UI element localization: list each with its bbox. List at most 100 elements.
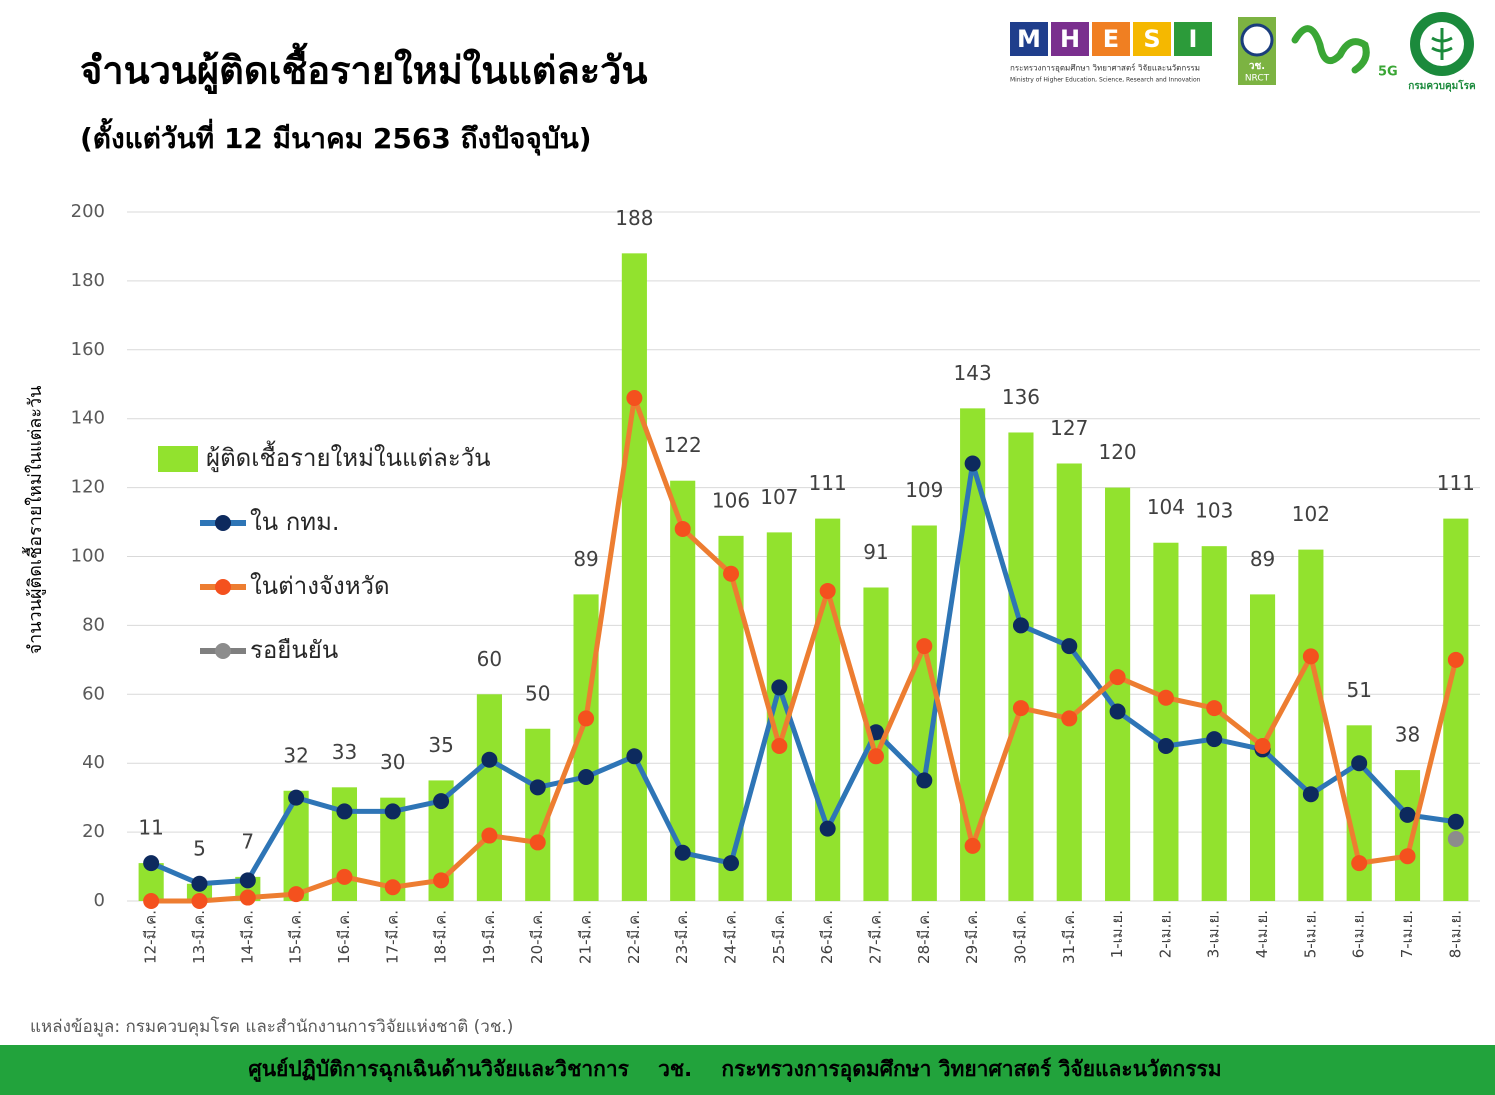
- bar: [815, 518, 841, 901]
- bar: [476, 694, 502, 901]
- legend-marker: [215, 515, 231, 531]
- marker: [191, 875, 208, 892]
- marker: [723, 565, 740, 582]
- x-tick-label: 7-เม.ย.: [1398, 910, 1416, 958]
- chart-subtitle: (ตั้งแต่วันที่ 12 มีนาคม 2563 ถึงปัจจุบั…: [80, 117, 592, 156]
- legend: ผู้ติดเชื้อรายใหม่ในแต่ละวันใน กทม. ในต่า…: [158, 440, 491, 664]
- marker: [867, 748, 884, 765]
- data-label: 38: [1395, 723, 1420, 747]
- marker: [143, 893, 160, 909]
- data-label: 50: [525, 681, 550, 705]
- x-tick-label: 29-มี.ค.: [963, 910, 981, 964]
- marker: [626, 390, 643, 407]
- data-label: 104: [1147, 495, 1185, 519]
- bar: [1105, 487, 1131, 901]
- marker: [1447, 830, 1464, 847]
- marker: [916, 638, 933, 655]
- data-label: 5: [193, 836, 206, 860]
- marker: [674, 520, 691, 537]
- logo-caption: กระทรวงการอุดมศึกษา วิทยาศาสตร์ วิจัยและ…: [1010, 63, 1200, 73]
- y-tick-label: 160: [71, 339, 105, 360]
- marker: [771, 737, 788, 754]
- x-tick-label: 1-เม.ย.: [1108, 910, 1126, 958]
- data-label: 89: [1250, 547, 1275, 571]
- data-label: 120: [1098, 440, 1136, 464]
- data-label: 102: [1292, 502, 1330, 526]
- marker: [771, 679, 788, 696]
- bar: [1008, 432, 1034, 901]
- data-label: 111: [1437, 471, 1475, 495]
- data-label: 51: [1346, 678, 1371, 702]
- x-tick-label: 17-มี.ค.: [383, 910, 401, 964]
- marker: [1109, 669, 1126, 686]
- marker: [384, 803, 401, 820]
- data-label: 107: [760, 485, 798, 509]
- x-tick-label: 22-มี.ค.: [625, 910, 643, 964]
- x-tick-label: 24-มี.ค.: [722, 910, 740, 964]
- data-label: 33: [332, 740, 357, 764]
- data-label: 30: [380, 750, 405, 774]
- y-tick-label: 80: [82, 614, 105, 635]
- bar: [718, 535, 744, 901]
- y-tick-label: 100: [71, 546, 105, 567]
- x-tick-label: 23-มี.ค.: [673, 910, 691, 964]
- marker: [433, 793, 450, 810]
- marker: [1351, 855, 1368, 872]
- x-tick-label: 31-มี.ค.: [1060, 910, 1078, 964]
- data-label: 35: [428, 733, 453, 757]
- marker: [1109, 703, 1126, 720]
- data-label: 136: [1002, 385, 1040, 409]
- logo-mark: [1291, 25, 1370, 74]
- data-label: 89: [573, 547, 598, 571]
- y-tick-label: 0: [94, 890, 105, 911]
- legend-label: รอยืนยัน: [250, 636, 338, 664]
- bar: [1201, 546, 1227, 901]
- marker: [964, 837, 981, 854]
- data-label: 106: [712, 488, 750, 512]
- marker: [578, 710, 595, 727]
- x-tick-label: 15-มี.ค.: [287, 910, 305, 964]
- data-label: 111: [809, 471, 847, 495]
- logo-box: [1051, 22, 1089, 56]
- marker: [481, 827, 498, 844]
- logo-box: [1092, 22, 1130, 56]
- marker: [1399, 848, 1416, 865]
- x-tick-label: 3-เม.ย.: [1205, 910, 1223, 958]
- y-tick-label: 60: [82, 683, 105, 704]
- data-label: 127: [1050, 416, 1088, 440]
- marker: [578, 768, 595, 785]
- x-tick-label: 19-มี.ค.: [480, 910, 498, 964]
- logo-box: [1133, 22, 1171, 56]
- marker: [1157, 689, 1174, 706]
- logo-caption: 5G: [1378, 65, 1398, 80]
- plot-area: 0 20 40 60 80 100 120 140 160 180 200 12-มี.ค. 13-มี…: [71, 201, 1480, 964]
- data-label: 143: [954, 361, 992, 385]
- data-label: 11: [138, 816, 163, 840]
- marker: [1206, 700, 1223, 717]
- x-tick-label: 26-มี.ค.: [818, 910, 836, 964]
- marker: [819, 820, 836, 837]
- y-tick-label: 200: [71, 201, 105, 222]
- marker: [1399, 806, 1416, 823]
- y-axis-title: จำนวนผู้ติดเชื้อรายใหม่ในแต่ละวัน: [22, 386, 46, 655]
- bar: [1056, 463, 1082, 901]
- nrct-emblem: [1240, 23, 1274, 57]
- data-label: 91: [863, 540, 888, 564]
- x-tick-label: 2-เม.ย.: [1156, 910, 1174, 958]
- x-tick-label: 30-มี.ค.: [1011, 910, 1029, 964]
- logo-caption: NRCT: [1245, 74, 1270, 84]
- x-tick-label: 6-เม.ย.: [1350, 910, 1368, 958]
- footer-band: [0, 1045, 1495, 1095]
- marker: [336, 868, 353, 885]
- bar: [1298, 549, 1324, 901]
- x-tick-label: 20-มี.ค.: [528, 910, 546, 964]
- data-label: 60: [477, 647, 502, 671]
- x-tick-label: 5-เม.ย.: [1301, 910, 1319, 958]
- y-tick-label: 140: [71, 408, 105, 429]
- legend-label: ผู้ติดเชื้อรายใหม่ในแต่ละวัน: [206, 440, 491, 473]
- marker: [1351, 755, 1368, 772]
- marker: [1447, 651, 1464, 668]
- marker: [143, 855, 160, 872]
- bar: [1394, 770, 1421, 901]
